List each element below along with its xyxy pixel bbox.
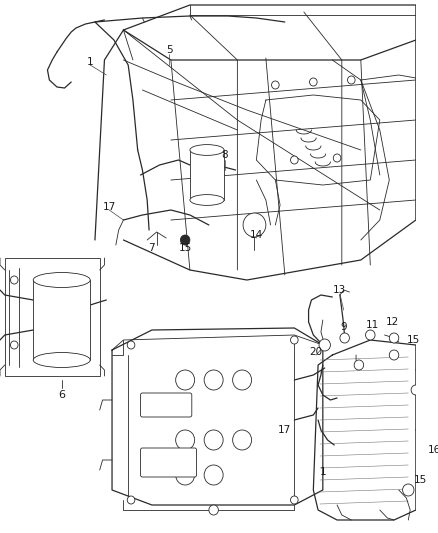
Circle shape: [127, 341, 135, 349]
Circle shape: [366, 330, 375, 340]
Text: 9: 9: [340, 322, 347, 332]
Text: 15: 15: [406, 335, 420, 345]
Circle shape: [290, 496, 298, 504]
Circle shape: [354, 360, 364, 370]
Text: 16: 16: [428, 445, 438, 455]
Text: 12: 12: [385, 317, 399, 327]
Ellipse shape: [33, 272, 90, 287]
Circle shape: [310, 78, 317, 86]
Text: 13: 13: [333, 285, 346, 295]
Circle shape: [127, 496, 135, 504]
Circle shape: [176, 370, 194, 390]
Text: 1: 1: [87, 57, 94, 67]
Circle shape: [290, 336, 298, 344]
Circle shape: [11, 341, 18, 349]
Circle shape: [243, 213, 266, 237]
Circle shape: [233, 370, 251, 390]
Circle shape: [11, 276, 18, 284]
Ellipse shape: [190, 195, 224, 205]
Circle shape: [389, 333, 399, 343]
Circle shape: [319, 339, 330, 351]
Bar: [33, 280, 90, 360]
Text: 15: 15: [414, 475, 427, 485]
Bar: [190, 150, 224, 200]
Circle shape: [340, 333, 350, 343]
Text: 5: 5: [166, 45, 172, 55]
Circle shape: [347, 76, 355, 84]
Ellipse shape: [33, 352, 90, 367]
Bar: [5, 258, 100, 376]
Circle shape: [209, 505, 219, 515]
Text: 8: 8: [222, 150, 228, 160]
Circle shape: [204, 465, 223, 485]
Circle shape: [290, 156, 298, 164]
Circle shape: [204, 370, 223, 390]
FancyBboxPatch shape: [141, 448, 197, 477]
Text: 17: 17: [102, 202, 116, 212]
FancyBboxPatch shape: [141, 393, 192, 417]
Text: 14: 14: [250, 230, 263, 240]
Text: 7: 7: [148, 243, 155, 253]
Ellipse shape: [190, 144, 224, 156]
Text: 1: 1: [319, 467, 326, 477]
Circle shape: [176, 465, 194, 485]
Circle shape: [411, 385, 420, 395]
Circle shape: [233, 430, 251, 450]
Text: 17: 17: [278, 425, 291, 435]
Circle shape: [403, 484, 414, 496]
Circle shape: [180, 235, 190, 245]
Text: 6: 6: [58, 390, 65, 400]
Circle shape: [272, 81, 279, 89]
Circle shape: [176, 430, 194, 450]
Text: 15: 15: [179, 243, 192, 253]
Text: 11: 11: [366, 320, 379, 330]
Circle shape: [204, 430, 223, 450]
Text: 20: 20: [310, 347, 323, 357]
Circle shape: [389, 350, 399, 360]
Circle shape: [333, 154, 341, 162]
